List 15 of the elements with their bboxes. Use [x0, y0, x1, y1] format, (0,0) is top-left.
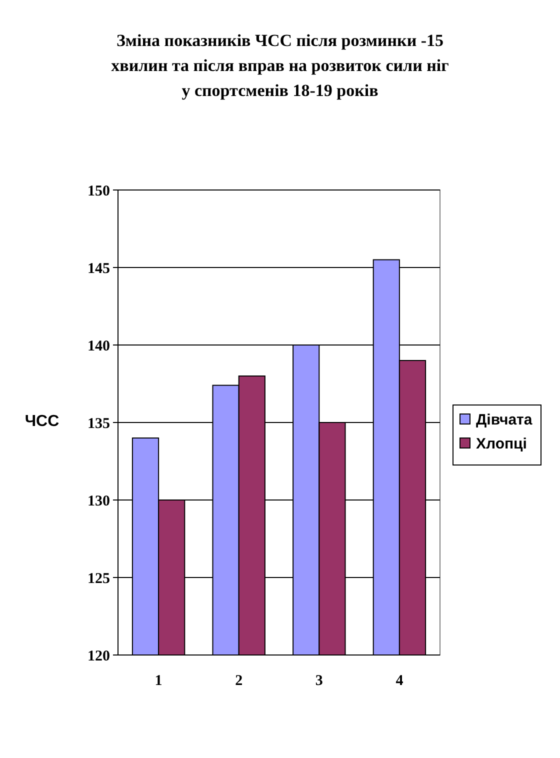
- y-tick-label: 125: [88, 570, 110, 587]
- x-tick-label: 2: [235, 673, 243, 689]
- y-tick-label: 135: [88, 416, 110, 432]
- x-tick-label: 4: [396, 673, 404, 689]
- y-tick-label: 120: [88, 648, 110, 664]
- x-tick-label: 3: [315, 673, 323, 689]
- y-tick-label: 140: [88, 338, 110, 354]
- x-tick-label: 1: [154, 673, 162, 689]
- chart-title: Зміна показників ЧСС після розминки -15 хвилин та після вправ на розвиток сили ніг у спортсменів 18-19 років: [111, 31, 450, 100]
- y-tick-label: 150: [88, 183, 110, 200]
- y-tick-label: 145: [88, 260, 110, 277]
- legend-label: Дівчата: [476, 411, 533, 428]
- y-tick-label: 130: [88, 493, 110, 510]
- y-axis-title: ЧСС: [24, 413, 60, 430]
- legend-label: Хлопці: [476, 435, 527, 452]
